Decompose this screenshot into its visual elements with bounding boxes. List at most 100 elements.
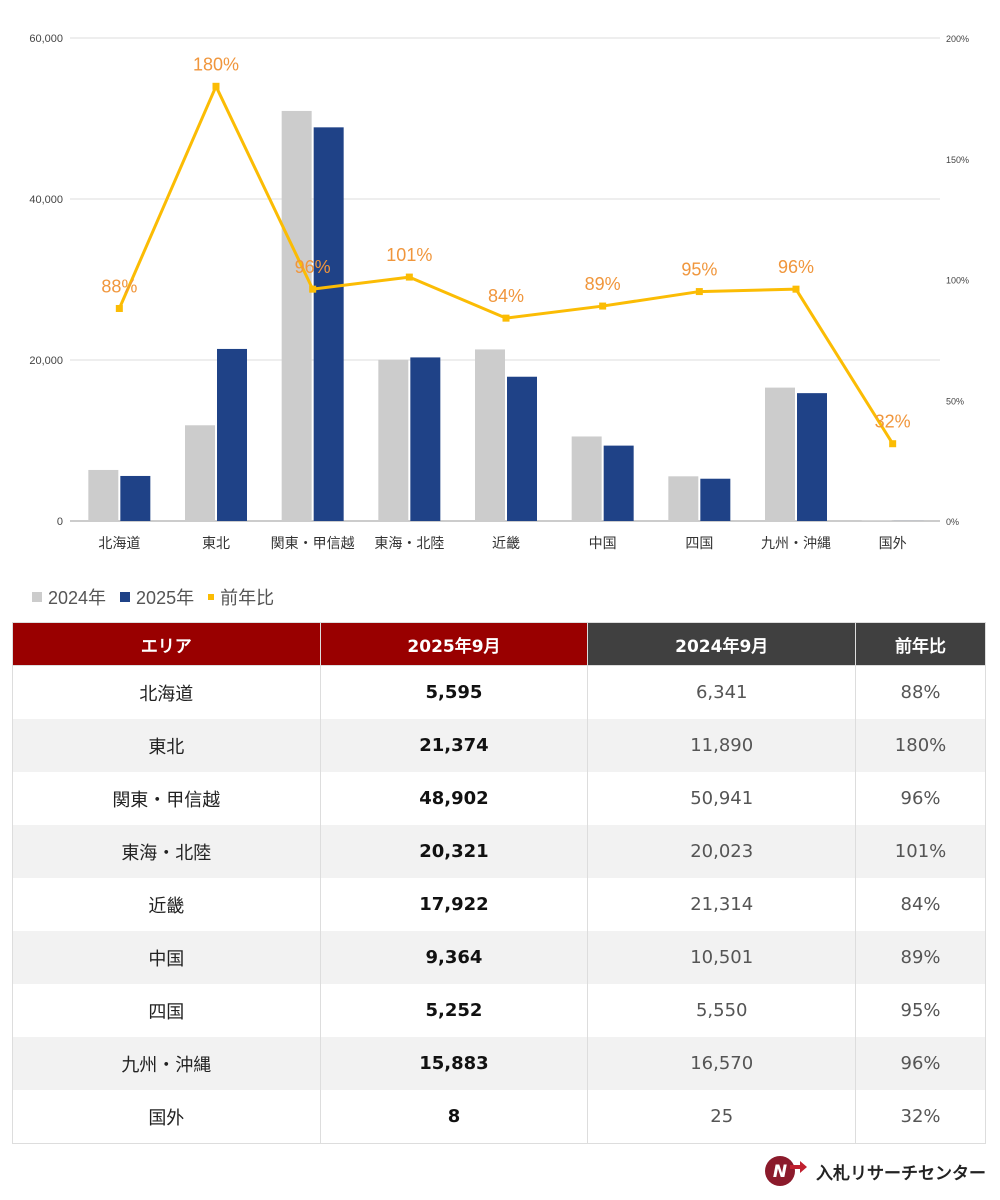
x-tick-label: 東北 (202, 536, 230, 552)
cell-ratio: 180% (855, 719, 986, 772)
cell-2025: 48,902 (319, 772, 589, 825)
legend-label: 前年比 (220, 588, 275, 608)
ratio-point (405, 273, 413, 281)
cell-2025: 5,252 (319, 984, 589, 1037)
chart-legend: 2024年 2025年 前年比 (32, 584, 274, 610)
ratio-data-label: 89% (585, 274, 621, 294)
y-tick-label: 40,000 (29, 194, 63, 206)
cell-2025: 9,364 (319, 931, 589, 984)
bar-2024 (765, 387, 795, 521)
legend-label: 2024年 (48, 588, 107, 608)
bar-2024 (475, 349, 505, 521)
legend-swatch (32, 592, 42, 602)
svg-text:N: N (773, 1162, 787, 1182)
ratio-point (212, 82, 220, 90)
ratio-point (502, 314, 510, 322)
cell-2024: 5,550 (587, 984, 857, 1037)
header-area: エリア (12, 622, 321, 666)
table-row: 四国 5,252 5,550 95% (12, 984, 986, 1037)
cell-area: 四国 (12, 984, 321, 1037)
ratio-data-label: 101% (386, 245, 432, 265)
legend-label: 2025年 (136, 588, 195, 608)
ratio-point (889, 440, 897, 448)
legend-item-ratio: 前年比 (208, 584, 274, 610)
bar-2025 (120, 475, 151, 521)
table-row: 近畿 17,922 21,314 84% (12, 878, 986, 931)
y2-tick-label: 200% (946, 34, 969, 44)
x-tick-label: 国外 (879, 536, 907, 552)
table-row: 中国 9,364 10,501 89% (12, 931, 986, 984)
bar-2025 (700, 478, 731, 521)
cell-2025: 5,595 (319, 665, 589, 719)
ratio-data-label: 180% (193, 54, 239, 74)
x-tick-label: 東海・北陸 (374, 536, 444, 552)
y2-tick-label: 100% (946, 276, 969, 286)
ratio-point (695, 288, 703, 296)
logo-mark-icon: N (765, 1156, 807, 1186)
ratio-data-label: 32% (875, 412, 911, 432)
cell-2024: 16,570 (587, 1037, 857, 1090)
cell-ratio: 84% (855, 878, 986, 931)
bar-2025 (410, 357, 441, 521)
ratio-data-label: 88% (101, 276, 137, 296)
cell-ratio: 101% (855, 825, 986, 878)
table-row: 九州・沖縄 15,883 16,570 96% (12, 1037, 986, 1090)
ratio-point (792, 285, 800, 293)
x-tick-label: 関東・甲信越 (271, 536, 355, 552)
legend-item-2025: 2025年 (120, 584, 194, 610)
cell-area: 北海道 (12, 665, 321, 719)
bar-2024 (281, 110, 312, 521)
cell-area: 関東・甲信越 (12, 772, 321, 825)
y2-tick-label: 0% (946, 517, 959, 527)
x-tick-label: 近畿 (492, 536, 520, 552)
cell-ratio: 88% (855, 665, 986, 719)
bar-2024 (668, 476, 699, 521)
ratio-data-label: 96% (778, 257, 814, 277)
legend-swatch (208, 594, 215, 600)
cell-ratio: 89% (855, 931, 986, 984)
y2-tick-label: 150% (946, 155, 969, 165)
x-tick-label: 北海道 (98, 536, 140, 552)
logo-text: 入札リサーチセンター (816, 1163, 986, 1184)
cell-2025: 17,922 (319, 878, 589, 931)
cell-area: 九州・沖縄 (12, 1037, 321, 1090)
bar-2025 (313, 127, 344, 521)
x-tick-label: 四国 (685, 536, 713, 552)
ratio-point (309, 285, 317, 293)
bar-2024 (571, 436, 602, 521)
table-row: 国外 8 25 32% (12, 1090, 986, 1144)
cell-2025: 15,883 (319, 1037, 589, 1090)
cell-area: 中国 (12, 931, 321, 984)
table-row: 北海道 5,595 6,341 88% (12, 665, 986, 719)
bar-2024 (185, 425, 215, 521)
header-2025: 2025年9月 (319, 622, 589, 666)
bar-2025 (217, 348, 247, 521)
bar-line-chart: 0 20,000 40,000 60,000 0% 50% 100% 150% 200% 北海道 東… (29, 33, 969, 552)
y2-tick-label: 50% (946, 396, 964, 406)
ratio-point (115, 304, 123, 312)
bar-2025 (603, 445, 634, 521)
bar-2024 (88, 469, 119, 521)
bar-2025 (507, 376, 537, 521)
cell-2024: 21,314 (587, 878, 857, 931)
ratio-point (599, 302, 607, 310)
cell-2024: 6,341 (587, 665, 857, 719)
bar-2024 (378, 359, 409, 521)
cell-ratio: 32% (855, 1090, 986, 1144)
cell-2025: 21,374 (319, 719, 589, 772)
cell-2024: 20,023 (587, 825, 857, 878)
y-tick-label: 20,000 (29, 355, 63, 367)
table-row: 東北 21,374 11,890 180% (12, 719, 986, 772)
cell-2024: 11,890 (587, 719, 857, 772)
y-tick-label: 60,000 (29, 33, 63, 45)
table-row: 東海・北陸 20,321 20,023 101% (12, 825, 986, 878)
bar-2025 (797, 393, 827, 521)
table-header-row: エリア 2025年9月 2024年9月 前年比 (12, 622, 986, 666)
cell-area: 東北 (12, 719, 321, 772)
cell-area: 近畿 (12, 878, 321, 931)
cell-2024: 10,501 (587, 931, 857, 984)
cell-2025: 8 (319, 1090, 589, 1144)
cell-2025: 20,321 (319, 825, 589, 878)
cell-ratio: 96% (855, 772, 986, 825)
cell-area: 国外 (12, 1090, 321, 1144)
